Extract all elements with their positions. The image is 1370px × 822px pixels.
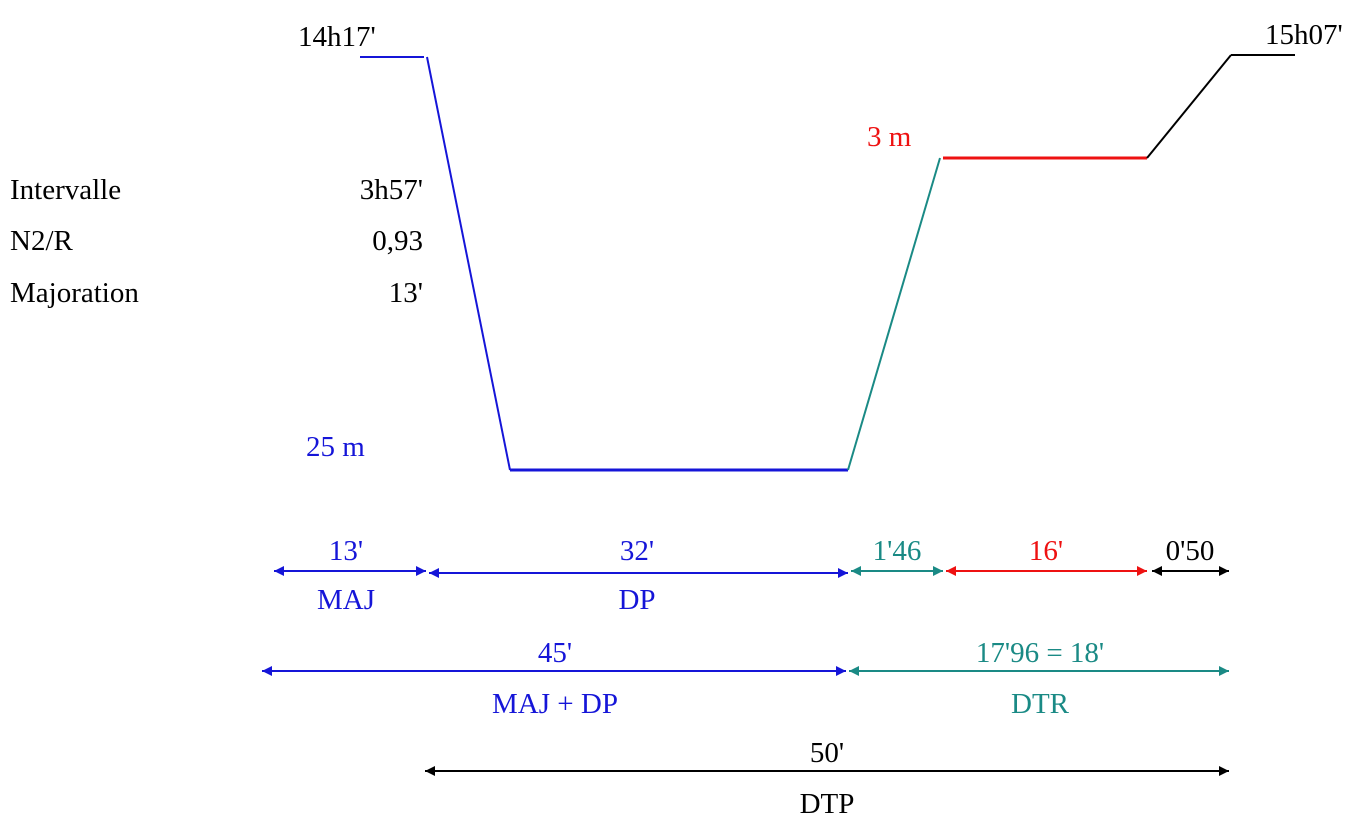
dtr-duration: 17'96 = 18' — [976, 637, 1104, 669]
stop-depth-label: 3 m — [867, 121, 912, 153]
n2r-label: N2/R — [10, 225, 74, 257]
start-time-label: 14h17' — [298, 21, 376, 53]
dtp-label: DTP — [800, 788, 855, 820]
maj-duration: 13' — [329, 535, 363, 567]
dtp-duration: 50' — [810, 737, 844, 769]
final-ascent-line — [1146, 54, 1232, 159]
dtr-label: DTR — [1011, 688, 1070, 720]
ascent2-duration: 0'50 — [1166, 535, 1215, 567]
dp-label: DP — [618, 584, 655, 616]
majoration-label: Majoration — [10, 277, 139, 309]
ascent-to-stop-line — [847, 157, 941, 471]
maj-label: MAJ — [317, 584, 375, 616]
interval-value: 3h57' — [360, 174, 423, 206]
stop-duration: 16' — [1029, 535, 1063, 567]
interval-label: Intervalle — [10, 174, 121, 206]
majdp-duration: 45' — [538, 637, 572, 669]
dp-duration: 32' — [620, 535, 654, 567]
majoration-value: 13' — [389, 277, 423, 309]
n2r-value: 0,93 — [372, 225, 423, 257]
end-time-label: 15h07' — [1265, 19, 1343, 51]
descent-line — [426, 56, 511, 471]
majdp-label: MAJ + DP — [492, 688, 618, 720]
ascent1-duration: 1'46 — [873, 535, 922, 567]
bottom-depth-label: 25 m — [306, 431, 365, 463]
